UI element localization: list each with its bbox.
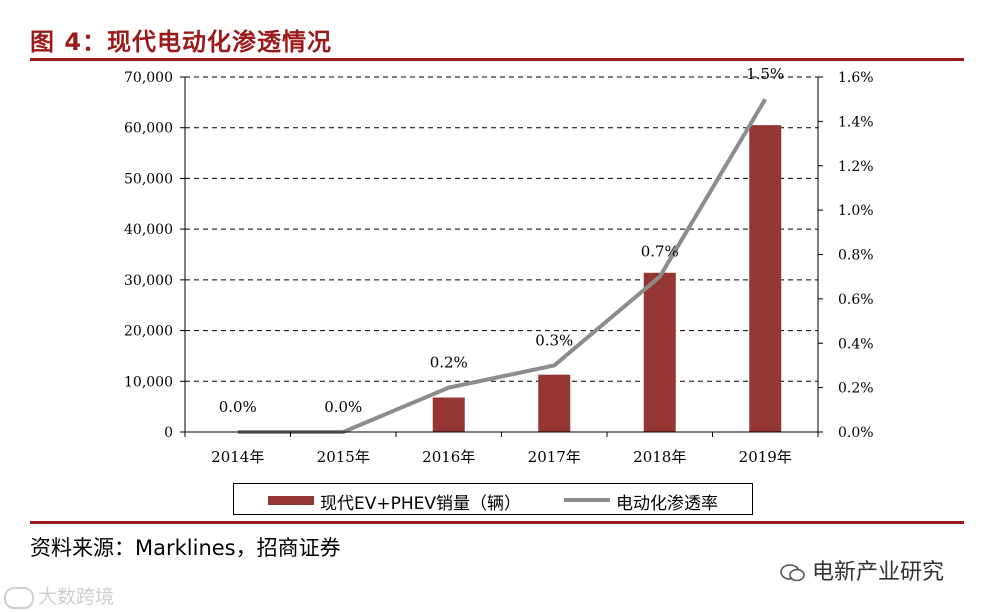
legend-swatch-line [564,498,610,502]
x-axis-tick-label: 2019年 [739,448,792,466]
legend-label-sales: 现代EV+PHEV销量（辆） [320,494,522,514]
bar [432,397,465,432]
line-series [237,98,767,434]
grid-lines [185,76,818,382]
chart-legend: 现代EV+PHEV销量（辆） 电动化渗透率 [233,483,753,515]
right-axis-tick-label: 0.4% [838,336,874,352]
legend-label-penetration: 电动化渗透率 [616,494,718,514]
penetration-line [237,98,767,434]
left-axis-tick-label: 50,000 [124,171,173,187]
left-axis-tick-label: 40,000 [124,222,173,238]
penetration-data-label: 1.5% [746,65,784,83]
right-axis-tick-label: 1.6% [838,70,874,86]
x-axis-tick-label: 2017年 [528,448,581,466]
left-axis-tick-label: 20,000 [124,324,173,340]
penetration-data-label: 0.0% [219,398,257,416]
chart-title: 图 4：现代电动化渗透情况 [30,28,333,56]
left-axis-tick-label: 60,000 [124,121,173,137]
x-axis-tick-label: 2018年 [633,448,686,466]
watermark-left: 大数跨境 [4,582,114,609]
source-note: 资料来源：Marklines，招商证券 [30,536,341,560]
left-axis-tick-label: 10,000 [124,374,173,390]
x-axis-tick-label: 2014年 [211,448,264,466]
right-axis-tick-label: 0.0% [838,425,874,441]
penetration-data-label: 0.7% [641,243,679,261]
combo-chart: 0 10,000 20,000 30,000 40,000 50,000 60,000 70,… [124,65,874,466]
bar [749,125,782,432]
left-axis-tick-label: 70,000 [124,70,173,86]
left-axis-tick-label: 30,000 [124,273,173,289]
penetration-data-label: 0.3% [535,331,573,349]
right-axis-tick-label: 1.4% [838,114,874,130]
bar [538,374,571,432]
watermark-right: 电新产业研究 [780,554,944,586]
x-axis-tick-label: 2015年 [317,448,370,466]
x-axis-tick-label: 2016年 [422,448,475,466]
legend-swatch-bar [268,496,314,505]
right-axis-tick-label: 1.2% [838,159,874,175]
right-axis-tick-label: 0.8% [838,248,874,264]
watermark-right-text: 电新产业研究 [812,560,945,585]
right-axis-tick-label: 0.6% [838,292,874,308]
watermark-logo-icon [4,586,34,609]
penetration-data-label: 0.2% [430,354,468,372]
penetration-data-label: 0.0% [324,398,362,416]
right-axis-tick-label: 1.0% [838,203,874,219]
axes: 0 10,000 20,000 30,000 40,000 50,000 60,000 70,… [124,70,874,466]
title-divider [30,58,964,61]
left-axis-tick-label: 0 [164,425,173,441]
bar [643,272,676,432]
wechat-icon [780,564,805,582]
data-labels: 0.0% 0.0% 0.2% 0.3% 0.7% 1.5% [219,65,785,416]
watermark-left-text: 大数跨境 [38,586,115,608]
footer-divider [30,521,964,524]
right-axis-tick-label: 0.2% [838,381,874,397]
bar-series [432,125,782,432]
